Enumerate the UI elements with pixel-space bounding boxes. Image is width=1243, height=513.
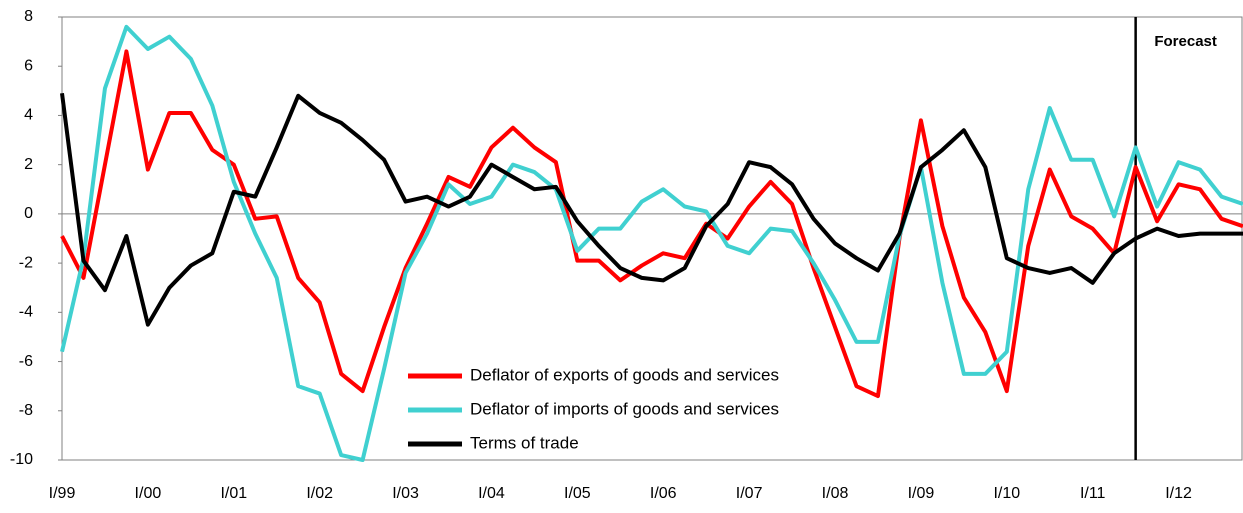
y-tick-label: -10 bbox=[10, 451, 33, 468]
series-line bbox=[60, 24, 1243, 462]
y-tick-label: 2 bbox=[24, 156, 33, 173]
x-tick-label: I/06 bbox=[650, 485, 677, 502]
x-tick-label: I/09 bbox=[908, 485, 935, 502]
x-tick-label: I/12 bbox=[1165, 485, 1192, 502]
series-line bbox=[60, 93, 1243, 327]
series-line bbox=[60, 49, 1243, 399]
y-tick-label: 0 bbox=[24, 205, 33, 222]
x-tick-label: I/01 bbox=[220, 485, 247, 502]
x-tick-label: I/07 bbox=[736, 485, 763, 502]
x-tick-label: I/00 bbox=[135, 485, 162, 502]
x-tick-label: I/05 bbox=[564, 485, 591, 502]
legend-label: Deflator of imports of goods and service… bbox=[470, 399, 779, 418]
x-tick-label: I/11 bbox=[1080, 485, 1106, 502]
x-tick-label: I/04 bbox=[478, 485, 505, 502]
y-tick-label: 8 bbox=[24, 8, 33, 25]
y-tick-label: -2 bbox=[19, 254, 33, 271]
plot-frame bbox=[61, 16, 1243, 461]
legend-label: Deflator of exports of goods and service… bbox=[470, 365, 779, 384]
x-tick-label: I/03 bbox=[392, 485, 419, 502]
x-tick-label: I/02 bbox=[306, 485, 333, 502]
legend-label: Terms of trade bbox=[470, 433, 579, 452]
y-tick-label: 6 bbox=[24, 57, 33, 74]
y-tick-label: -4 bbox=[19, 304, 33, 321]
x-tick-label: I/10 bbox=[993, 485, 1020, 502]
y-tick-label: -8 bbox=[19, 402, 33, 419]
y-tick-label: 4 bbox=[24, 107, 33, 124]
x-tick-label: I/99 bbox=[49, 485, 76, 502]
x-tick-label: I/08 bbox=[822, 485, 849, 502]
y-tick-label: -6 bbox=[19, 353, 33, 370]
forecast-label: Forecast bbox=[1154, 33, 1217, 50]
